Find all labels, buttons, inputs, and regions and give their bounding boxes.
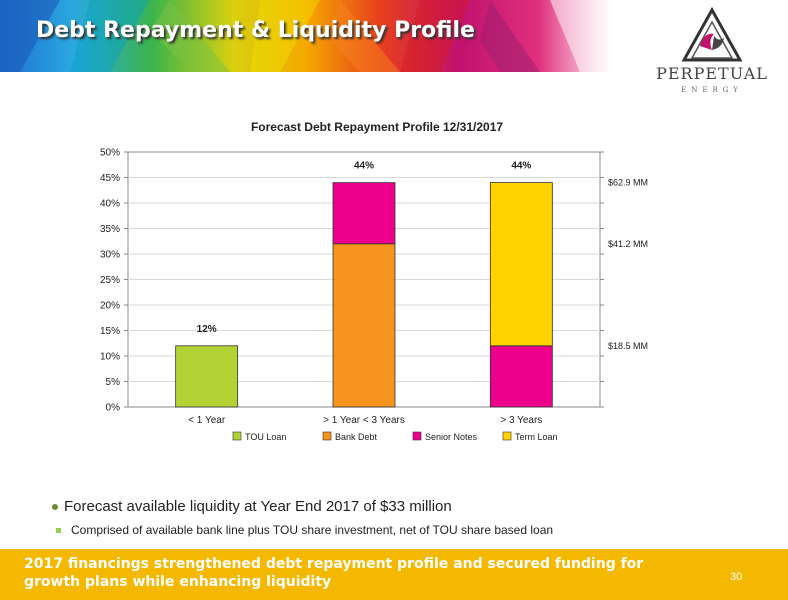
y-tick-label: 10% [100, 352, 120, 363]
bar-total-label: 12% [197, 324, 217, 335]
bar-total-label: 44% [354, 161, 374, 172]
y-tick-label: 40% [100, 199, 120, 210]
bar-segment [489, 182, 553, 347]
header-background [0, 0, 612, 72]
bar-segment [175, 345, 239, 408]
x-tick-label: > 3 Years [500, 415, 542, 426]
legend-label: Bank Debt [335, 432, 378, 442]
bar-total-label: 44% [511, 161, 531, 172]
slide-title: Debt Repayment & Liquidity Profile [36, 18, 475, 43]
legend-label: Term Loan [515, 432, 558, 442]
bullet-sub: Comprised of available bank line plus TO… [56, 523, 752, 537]
right-annotation-label: $41.2 MM [608, 239, 648, 249]
y-tick-label: 45% [100, 173, 120, 184]
page-number: 30 [730, 571, 743, 583]
bullet-dot-icon [52, 503, 58, 510]
y-tick-label: 35% [100, 224, 120, 235]
x-tick-label: < 1 Year [188, 415, 226, 426]
y-tick-label: 25% [100, 275, 120, 286]
bullet-sub-text: Comprised of available bank line plus TO… [71, 523, 554, 537]
y-tick-label: 30% [100, 250, 120, 261]
x-tick-label: > 1 Year < 3 Years [323, 415, 405, 426]
legend-label: Senior Notes [425, 432, 478, 442]
bullet-main-text: Forecast available liquidity at Year End… [64, 498, 452, 515]
legend-swatch [502, 431, 512, 441]
y-tick-label: 0% [106, 403, 121, 414]
plot-area: 0% 5% 10% 15% 20% 25% 30% 35% 40% 45% 50% 12% < 1 Ye… [100, 148, 648, 427]
bullet-list: Forecast available liquidity at Year End… [52, 498, 752, 537]
header-banner: Debt Repayment & Liquidity Profile PERPE… [0, 0, 788, 100]
legend-label: TOU Loan [245, 432, 286, 442]
debt-repayment-chart: Forecast Debt Repayment Profile 12/31/20… [100, 120, 648, 442]
logo-subtitle: ENERGY [681, 86, 743, 94]
footer-banner: 2017 financings strengthened debt repaym… [0, 549, 788, 600]
bullet-main: Forecast available liquidity at Year End… [52, 498, 752, 515]
legend-swatch [232, 431, 242, 441]
legend-swatch [322, 431, 332, 441]
right-annotation-label: $62.9 MM [608, 178, 648, 188]
legend-swatch [412, 431, 422, 441]
bar-segment [332, 243, 396, 408]
y-tick-label: 15% [100, 326, 120, 337]
right-annotation-label: $18.5 MM [608, 341, 648, 351]
logo-wordmark: PERPETUAL [656, 64, 768, 83]
footer-message: 2017 financings strengthened debt repaym… [24, 556, 644, 590]
y-tick-label: 20% [100, 301, 120, 312]
bar-segment [489, 345, 553, 408]
bar-segment [332, 182, 396, 245]
bullet-square-icon [56, 527, 61, 533]
chart-legend: TOU Loan Bank Debt Senior Notes Term Loan [232, 431, 558, 442]
y-tick-label: 50% [100, 148, 120, 159]
chart-title: Forecast Debt Repayment Profile 12/31/20… [251, 120, 503, 134]
y-tick-label: 5% [106, 377, 121, 388]
company-logo: PERPETUAL ENERGY [648, 6, 776, 96]
logo-mark-icon [681, 6, 743, 62]
